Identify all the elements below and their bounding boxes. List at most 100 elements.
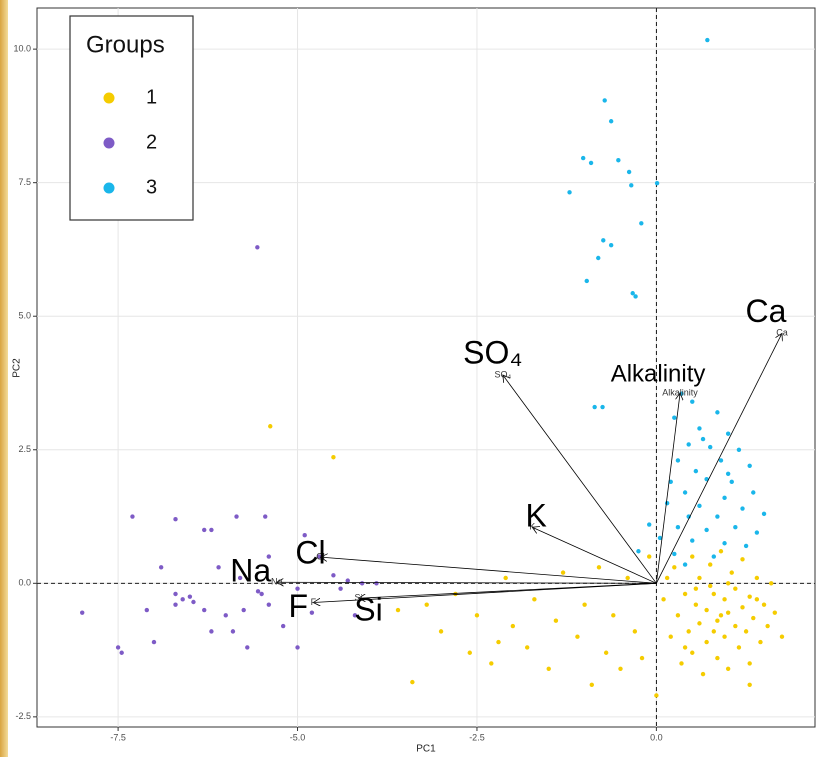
loading-label-small: SO₄ (494, 369, 511, 379)
legend-label: 2 (146, 131, 157, 153)
point (675, 613, 681, 618)
point (345, 578, 350, 583)
loading-label: Cl (295, 535, 325, 571)
point (410, 679, 415, 685)
point (704, 527, 709, 533)
point (675, 458, 681, 463)
point (754, 530, 760, 535)
point (690, 538, 695, 543)
loading-label: Na (230, 553, 271, 589)
point (180, 597, 185, 602)
point (664, 500, 670, 506)
loading-arrow (320, 557, 657, 584)
point (588, 160, 594, 166)
point (725, 581, 731, 586)
point (241, 607, 246, 613)
point (611, 613, 616, 618)
y-tick-label: 2.5 (18, 444, 31, 454)
point (546, 666, 551, 671)
point (664, 575, 670, 581)
loading-label: Si (354, 592, 382, 628)
point (654, 693, 659, 698)
y-tick-label: 0.0 (18, 578, 31, 588)
loading-arrow (503, 375, 657, 584)
point (209, 527, 214, 533)
point (733, 623, 738, 629)
point (747, 661, 752, 666)
point (618, 666, 623, 671)
loading-label: Alkalinity (611, 360, 706, 387)
loading-arrow (656, 333, 782, 584)
legend-label: 1 (146, 86, 157, 108)
point (589, 682, 594, 688)
point (722, 597, 727, 602)
point (616, 158, 621, 163)
point (758, 639, 763, 645)
point (682, 645, 688, 650)
point (686, 442, 691, 447)
point (682, 490, 688, 495)
point (209, 629, 214, 634)
point (630, 291, 635, 296)
point (575, 634, 580, 639)
point (601, 238, 606, 243)
point (740, 506, 745, 511)
point (761, 511, 767, 517)
points (80, 37, 785, 698)
point (715, 618, 720, 623)
point (629, 183, 634, 188)
point (259, 591, 264, 597)
side-stripe (0, 0, 8, 757)
point (338, 586, 343, 591)
point (672, 565, 677, 570)
point (453, 591, 458, 597)
legend: Groups 1 2 3 (69, 15, 194, 221)
point (682, 562, 688, 567)
point (625, 575, 630, 581)
point (560, 570, 566, 575)
loading-label-small: Alkalinity (662, 388, 698, 398)
reference-lines (37, 8, 815, 727)
point (715, 514, 720, 519)
point (144, 607, 150, 613)
point (173, 517, 178, 522)
point (158, 565, 164, 570)
point (722, 634, 727, 639)
point (626, 169, 632, 175)
point (711, 591, 717, 597)
point (467, 650, 472, 655)
point (280, 623, 286, 629)
loading-label-small: Cl (316, 552, 325, 562)
point (647, 554, 652, 559)
point (672, 551, 677, 557)
loading-label: Ca (746, 293, 787, 329)
point (736, 447, 742, 452)
point (675, 525, 681, 530)
axes: -7.5 -5.0 -2.5 0.0 -2.5 0.0 2.5 5.0 7.5 10.0 (13, 44, 662, 743)
point (553, 618, 559, 623)
point (718, 549, 724, 554)
loading-label-small: Na (271, 577, 283, 587)
point (532, 597, 537, 602)
point (119, 650, 124, 655)
point (503, 575, 508, 581)
point (704, 639, 709, 645)
point (697, 503, 702, 509)
point (705, 37, 710, 43)
point (725, 471, 731, 477)
point (686, 629, 691, 634)
point (582, 602, 587, 607)
point (690, 554, 695, 559)
x-axis-label: PC1 (416, 744, 436, 755)
point (715, 410, 720, 415)
legend-title: Groups (86, 31, 165, 58)
point (266, 602, 272, 607)
point (223, 613, 228, 618)
point (725, 431, 731, 436)
point (268, 424, 273, 429)
point (708, 444, 713, 450)
point (672, 415, 677, 420)
loading-arrow (532, 527, 657, 584)
point (725, 666, 731, 671)
